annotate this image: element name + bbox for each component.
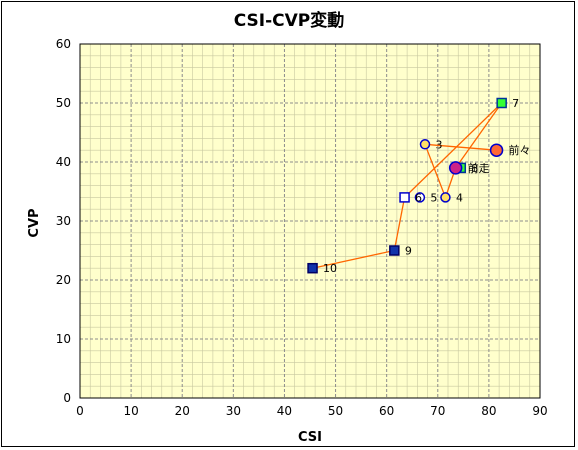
point-marker — [414, 192, 426, 203]
point-marker — [399, 192, 410, 203]
point-label: 10 — [323, 262, 337, 275]
point-marker — [448, 161, 463, 175]
x-tick-label: 30 — [226, 404, 241, 418]
path-segment — [312, 249, 395, 269]
x-tick-label: 70 — [430, 404, 445, 418]
y-tick-label: 30 — [56, 214, 71, 228]
point-label: 前走 — [468, 161, 490, 175]
x-axis-ticks: 0 10 20 30 40 50 60 70 80 90 — [76, 404, 547, 418]
path-segment — [393, 197, 406, 251]
x-tick-label: 50 — [328, 404, 343, 418]
point-label: 9 — [405, 245, 412, 258]
x-tick-label: 20 — [175, 404, 190, 418]
path-segment — [404, 102, 503, 198]
x-tick-label: 40 — [277, 404, 292, 418]
x-tick-label: 60 — [379, 404, 394, 418]
x-tick-label: 10 — [123, 404, 138, 418]
series-path — [312, 102, 503, 269]
point-label: 8 — [471, 162, 478, 175]
series-markers — [307, 97, 507, 274]
x-tick-label: 90 — [532, 404, 547, 418]
point-label: 7 — [512, 97, 519, 110]
point-marker — [389, 245, 400, 256]
chart-title: CSI-CVP変動 — [234, 10, 345, 31]
path-segment — [455, 102, 503, 169]
y-tick-label: 20 — [56, 273, 71, 287]
path-segment — [424, 143, 497, 151]
point-marker — [440, 192, 451, 203]
x-tick-label: 80 — [481, 404, 496, 418]
point-marker — [496, 97, 507, 109]
point-marker — [489, 143, 504, 157]
y-tick-label: 40 — [56, 155, 71, 169]
major-grid — [80, 44, 540, 398]
path-segment — [424, 144, 447, 198]
y-axis-label: CVP — [27, 208, 42, 237]
y-tick-label: 0 — [63, 391, 71, 405]
point-marker — [307, 262, 318, 274]
x-tick-label: 0 — [76, 404, 84, 418]
y-tick-label: 50 — [56, 96, 71, 110]
plot-border — [79, 43, 541, 399]
point-label: 3 — [436, 138, 443, 151]
point-label: 5 — [430, 191, 437, 204]
point-label: 6 — [415, 191, 422, 204]
y-tick-label: 60 — [56, 37, 71, 51]
y-tick-label: 10 — [56, 332, 71, 346]
y-axis-ticks: 0 10 20 30 40 50 60 — [56, 37, 71, 405]
x-axis-label: CSI — [298, 430, 322, 445]
point-label: 前々 — [509, 143, 531, 157]
point-label: 4 — [456, 191, 463, 204]
point-marker — [419, 139, 431, 150]
